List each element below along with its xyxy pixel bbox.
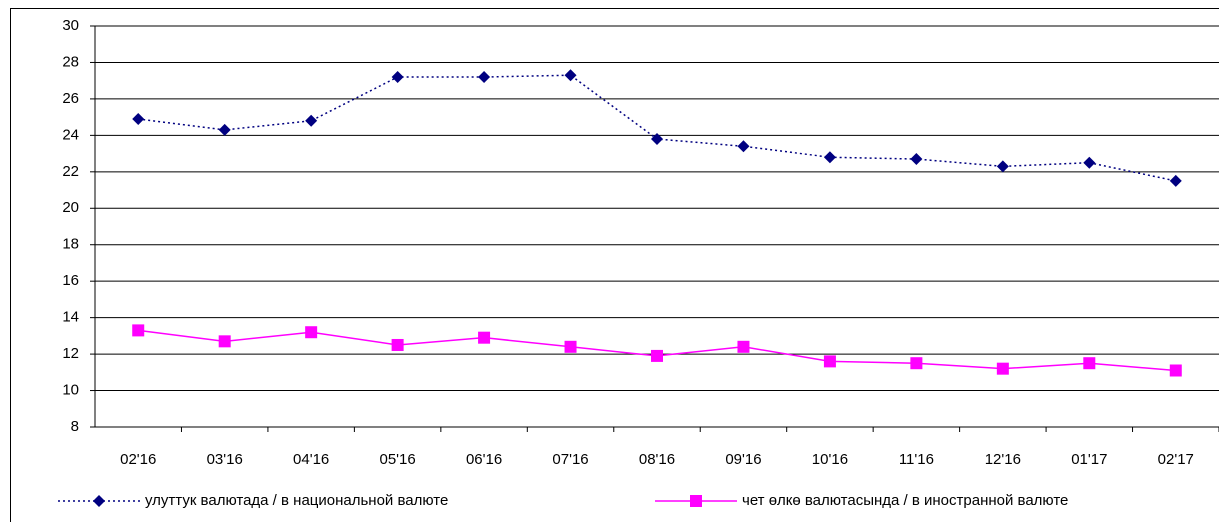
- legend-label: чет өлкө валютасында / в иностранной вал…: [742, 492, 1068, 509]
- data-point: [823, 355, 836, 368]
- y-tick-label: 24: [62, 126, 79, 143]
- x-tick-label: 02'17: [1158, 451, 1194, 468]
- data-point: [391, 338, 404, 351]
- x-tick-label: 03'16: [207, 451, 243, 468]
- data-point: [564, 340, 577, 353]
- y-tick-label: 26: [62, 90, 79, 107]
- y-tick-label: 30: [62, 17, 79, 34]
- data-point: [651, 133, 663, 146]
- data-point: [218, 123, 231, 136]
- data-point: [305, 114, 318, 127]
- y-tick-label: 16: [62, 272, 79, 289]
- data-point: [737, 140, 750, 153]
- x-tick-label: 07'16: [552, 451, 588, 468]
- data-point: [218, 335, 231, 348]
- data-point: [737, 340, 750, 353]
- data-point: [910, 153, 923, 166]
- x-tick-label: 08'16: [639, 451, 675, 468]
- y-tick-label: 12: [62, 345, 79, 362]
- y-tick-label: 18: [62, 236, 79, 253]
- x-tick-label: 04'16: [293, 451, 329, 468]
- y-tick-label: 22: [62, 163, 79, 180]
- data-point: [132, 324, 145, 337]
- y-tick-label: 14: [62, 309, 79, 326]
- x-tick-label: 01'17: [1071, 451, 1107, 468]
- data-point: [996, 362, 1009, 375]
- data-point: [305, 326, 318, 339]
- y-tick-label: 28: [62, 53, 79, 70]
- y-tick-label: 10: [62, 382, 79, 399]
- x-tick-label: 10'16: [812, 451, 848, 468]
- data-point: [996, 160, 1009, 173]
- data-point: [910, 357, 923, 370]
- series-line: [138, 74, 1176, 182]
- legend-label: улуттук валютада / в национальной валюте: [145, 492, 448, 509]
- data-point: [564, 69, 577, 82]
- data-point: [478, 331, 491, 344]
- data-point: [1169, 364, 1182, 377]
- x-tick-label: 12'16: [985, 451, 1021, 468]
- x-tick-label: 06'16: [466, 451, 502, 468]
- x-tick-label: 11'16: [899, 451, 934, 468]
- y-tick-label: 20: [62, 199, 79, 216]
- data-point: [391, 71, 404, 84]
- data-point: [823, 151, 836, 164]
- y-tick-label: 8: [71, 418, 79, 435]
- data-point: [651, 349, 663, 362]
- data-point: [1169, 174, 1182, 187]
- data-point: [1083, 156, 1096, 169]
- data-point: [478, 71, 491, 84]
- x-tick-label: 09'16: [725, 451, 761, 468]
- legend-marker: [93, 495, 105, 507]
- data-point: [1083, 357, 1096, 370]
- data-point: [132, 112, 145, 125]
- x-tick-label: 05'16: [379, 451, 415, 468]
- legend-marker: [690, 495, 702, 507]
- chart-frame: [10, 8, 1219, 522]
- x-tick-label: 02'16: [120, 451, 156, 468]
